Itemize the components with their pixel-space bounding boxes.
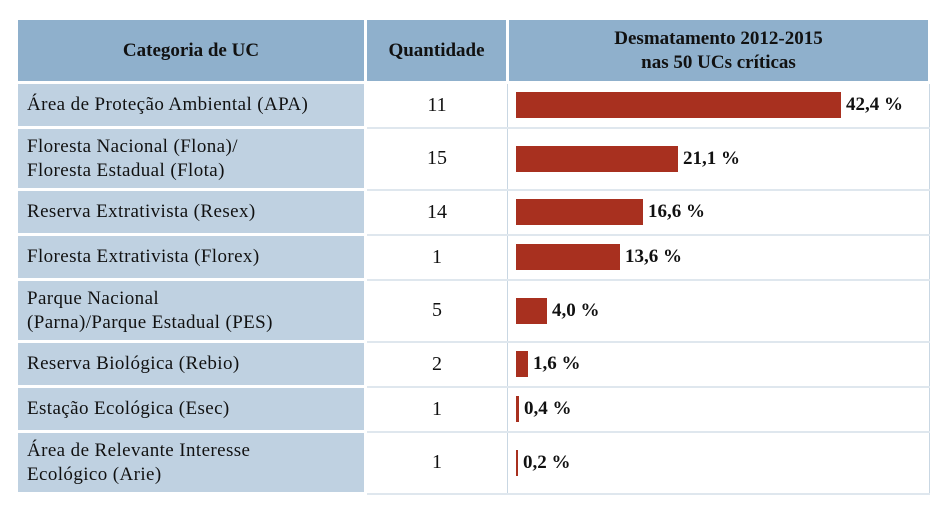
bar-cell: 21,1 % xyxy=(507,126,930,191)
category-cell: Reserva Biológica (Rebio) xyxy=(15,340,367,388)
category-cell: Floresta Nacional (Flona)/Floresta Estad… xyxy=(15,126,367,191)
bar-value-label: 13,6 % xyxy=(625,246,682,267)
bar xyxy=(516,244,620,270)
table-row: Floresta Nacional (Flona)/Floresta Estad… xyxy=(15,126,930,191)
table-row: Estação Ecológica (Esec) 1 0,4 % xyxy=(15,385,930,433)
quantity-cell: 11 xyxy=(365,81,508,129)
category-cell: Área de Proteção Ambiental (APA) xyxy=(15,81,367,129)
bar-cell: 13,6 % xyxy=(507,233,930,281)
quantity-cell: 2 xyxy=(365,340,508,388)
bar-value-label: 16,6 % xyxy=(648,201,705,222)
deforestation-table: Categoria de UC Quantidade Desmatamento … xyxy=(15,17,931,495)
table-row: Parque Nacional (Parna)/Parque Estadual (… xyxy=(15,278,930,343)
category-cell: Estação Ecológica (Esec) xyxy=(15,385,367,433)
bar-value-label: 0,4 % xyxy=(524,398,572,419)
table-row: Reserva Biológica (Rebio) 2 1,6 % xyxy=(15,340,930,388)
bar-cell: 1,6 % xyxy=(507,340,930,388)
bar xyxy=(516,145,678,172)
bar xyxy=(516,92,841,119)
header-deforestation-line1: Desmatamento 2012-2015 xyxy=(614,27,823,49)
category-label: Floresta Extrativista (Florex) xyxy=(27,246,260,267)
quantity-cell: 15 xyxy=(365,126,508,191)
bar-value-label: 21,1 % xyxy=(683,147,740,169)
bar xyxy=(516,449,518,476)
bar-cell: 0,4 % xyxy=(507,385,930,433)
bar-cell: 16,6 % xyxy=(507,188,930,236)
quantity-cell: 14 xyxy=(365,188,508,236)
category-cell: Área de Relevante Interesse Ecológico (Ar… xyxy=(15,430,367,495)
header-quantity: Quantidade xyxy=(364,17,509,84)
category-label: Ecológico (Arie) xyxy=(27,463,162,485)
category-cell: Floresta Extrativista (Florex) xyxy=(15,233,367,281)
quantity-cell: 1 xyxy=(365,385,508,433)
category-label: Reserva Extrativista (Resex) xyxy=(27,201,256,222)
category-label: (Parna)/Parque Estadual (PES) xyxy=(27,311,273,333)
table-row: Floresta Extrativista (Florex) 1 13,6 % xyxy=(15,233,930,281)
quantity-cell: 1 xyxy=(365,233,508,281)
bar-cell: 42,4 % xyxy=(507,81,930,129)
category-cell: Reserva Extrativista (Resex) xyxy=(15,188,367,236)
bar-value-label: 1,6 % xyxy=(533,353,581,374)
category-label: Estação Ecológica (Esec) xyxy=(27,398,230,419)
header-category: Categoria de UC xyxy=(15,17,367,84)
table-row: Reserva Extrativista (Resex) 14 16,6 % xyxy=(15,188,930,236)
bar-cell: 4,0 % xyxy=(507,278,930,343)
category-label: Floresta Estadual (Flota) xyxy=(27,159,225,181)
header-row: Categoria de UC Quantidade Desmatamento … xyxy=(15,17,931,84)
bar-value-label: 4,0 % xyxy=(552,299,600,321)
bar xyxy=(516,199,643,225)
category-cell: Parque Nacional (Parna)/Parque Estadual (… xyxy=(15,278,367,343)
category-label: Reserva Biológica (Rebio) xyxy=(27,353,240,374)
header-deforestation: Desmatamento 2012-2015 nas 50 UCs crític… xyxy=(506,17,931,84)
table-row: Área de Proteção Ambiental (APA) 11 42,4 % xyxy=(15,81,930,129)
category-label: Parque Nacional xyxy=(27,287,160,309)
bar-value-label: 0,2 % xyxy=(523,451,571,473)
quantity-cell: 5 xyxy=(365,278,508,343)
bar xyxy=(516,297,547,324)
category-label: Floresta Nacional (Flona)/ xyxy=(27,135,238,157)
header-deforestation-line2: nas 50 UCs críticas xyxy=(641,51,796,73)
quantity-cell: 1 xyxy=(365,430,508,495)
bar-cell: 0,2 % xyxy=(507,430,930,495)
category-label: Área de Proteção Ambiental (APA) xyxy=(27,94,309,115)
table-row: Área de Relevante Interesse Ecológico (Ar… xyxy=(15,430,930,495)
category-label: Área de Relevante Interesse xyxy=(27,439,251,461)
bar-value-label: 42,4 % xyxy=(846,94,903,116)
bar xyxy=(516,396,519,422)
bar xyxy=(516,351,528,377)
table-body: Área de Proteção Ambiental (APA) 11 42,4 %… xyxy=(15,81,930,495)
